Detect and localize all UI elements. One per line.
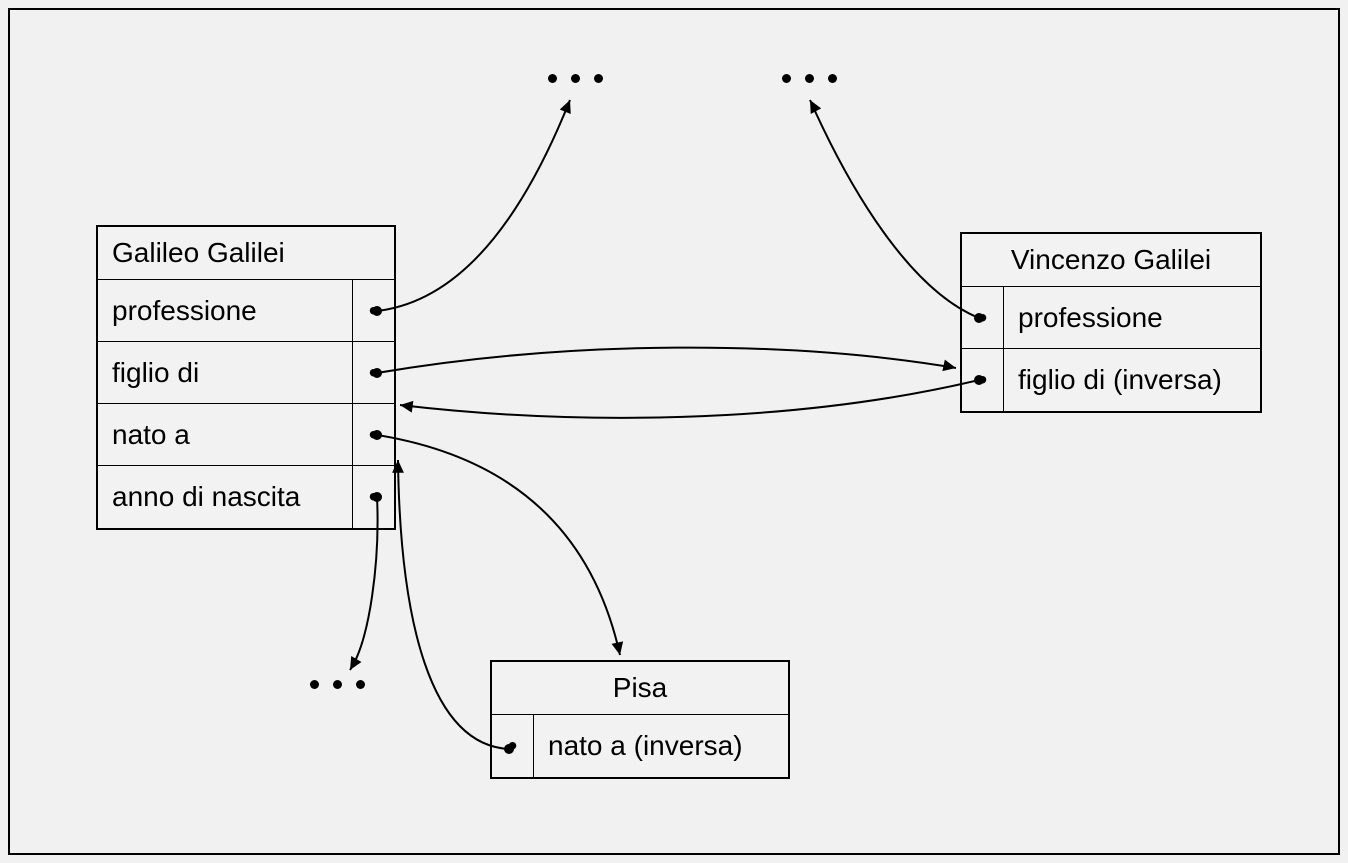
attr-row: figlio di • bbox=[98, 342, 394, 404]
node-pisa-title: Pisa bbox=[492, 662, 788, 715]
node-vincenzo: Vincenzo Galilei • professione • figlio … bbox=[960, 232, 1262, 413]
node-vincenzo-title: Vincenzo Galilei bbox=[962, 234, 1260, 287]
attr-row: anno di nascita • bbox=[98, 466, 394, 528]
attr-dot: • bbox=[352, 466, 394, 528]
node-galileo: Galileo Galilei professione • figlio di … bbox=[96, 225, 396, 530]
attr-dot: • bbox=[352, 404, 394, 465]
attr-dot: • bbox=[492, 715, 534, 777]
attr-row: • figlio di (inversa) bbox=[962, 349, 1260, 411]
attr-row: • professione bbox=[962, 287, 1260, 349]
attr-dot: • bbox=[962, 287, 1004, 348]
attr-dot: • bbox=[352, 342, 394, 403]
attr-row: nato a • bbox=[98, 404, 394, 466]
ellipsis-icon bbox=[548, 74, 603, 83]
attr-label-figlio-di-inversa: figlio di (inversa) bbox=[1004, 349, 1260, 411]
attr-label-figlio-di: figlio di bbox=[98, 342, 352, 403]
attr-row: • nato a (inversa) bbox=[492, 715, 788, 777]
attr-label-nato-a: nato a bbox=[98, 404, 352, 465]
attr-label-nato-a-inversa: nato a (inversa) bbox=[534, 715, 788, 777]
attr-dot: • bbox=[352, 280, 394, 341]
attr-label-anno-di-nascita: anno di nascita bbox=[98, 466, 352, 528]
ellipsis-icon bbox=[310, 680, 365, 689]
attr-label-professione: professione bbox=[1004, 287, 1260, 348]
node-pisa: Pisa • nato a (inversa) bbox=[490, 660, 790, 779]
attr-row: professione • bbox=[98, 280, 394, 342]
attr-label-professione: professione bbox=[98, 280, 352, 341]
node-galileo-title: Galileo Galilei bbox=[98, 227, 394, 280]
ellipsis-icon bbox=[782, 74, 837, 83]
attr-dot: • bbox=[962, 349, 1004, 411]
diagram-canvas: Galileo Galilei professione • figlio di … bbox=[0, 0, 1348, 863]
